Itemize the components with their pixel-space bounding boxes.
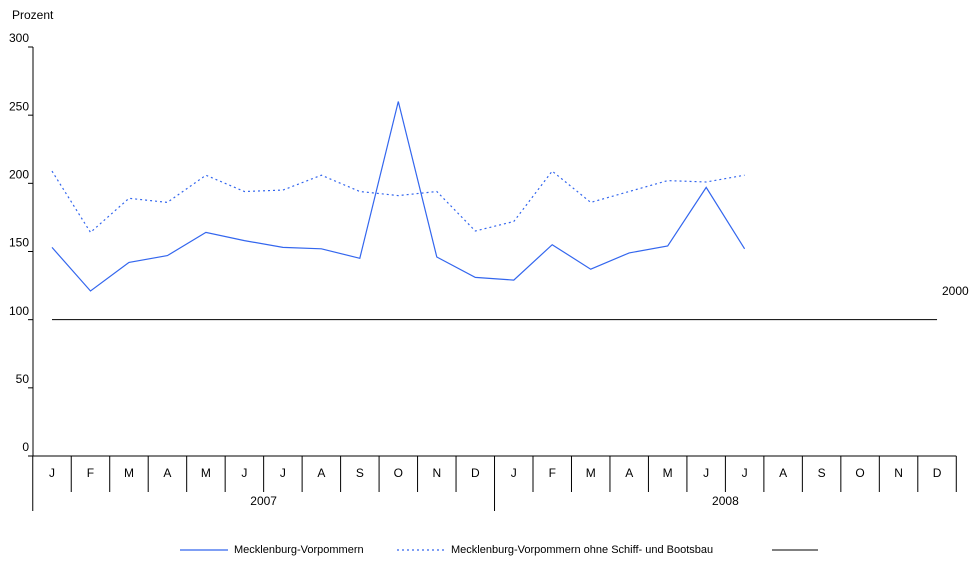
x-tick-label: J bbox=[511, 466, 517, 480]
x-tick-label: J bbox=[280, 466, 286, 480]
x-tick-label: A bbox=[779, 466, 787, 480]
x-tick-label: J bbox=[49, 466, 55, 480]
x-tick-label: F bbox=[549, 466, 556, 480]
y-tick-label: 50 bbox=[16, 372, 30, 386]
legend-label: Mecklenburg-Vorpommern ohne Schiff- und … bbox=[451, 544, 713, 556]
x-tick-label: S bbox=[818, 466, 826, 480]
series-line bbox=[51, 170, 745, 234]
y-tick-label: 200 bbox=[9, 168, 29, 182]
x-tick-label: M bbox=[201, 466, 211, 480]
y-axis-label: Prozent bbox=[12, 8, 54, 22]
year-label: 2008 bbox=[712, 494, 739, 508]
legend-label: Mecklenburg-Vorpommern bbox=[234, 544, 364, 556]
x-tick-label: A bbox=[625, 466, 633, 480]
y-tick-label: 0 bbox=[22, 440, 29, 454]
x-tick-label: J bbox=[241, 466, 247, 480]
series-line bbox=[51, 101, 746, 292]
x-tick-label: A bbox=[317, 466, 325, 480]
x-tick-label: A bbox=[163, 466, 171, 480]
x-tick-label: J bbox=[703, 466, 709, 480]
x-tick-label: O bbox=[394, 466, 403, 480]
x-tick-label: D bbox=[471, 466, 480, 480]
x-tick-label: D bbox=[933, 466, 942, 480]
reference-label: 2000 bbox=[942, 284, 969, 298]
y-tick-label: 100 bbox=[9, 304, 29, 318]
x-tick-label: S bbox=[356, 466, 364, 480]
x-tick-label: N bbox=[894, 466, 903, 480]
x-tick-label: F bbox=[87, 466, 94, 480]
x-tick-label: M bbox=[124, 466, 134, 480]
x-tick-label: M bbox=[586, 466, 596, 480]
x-tick-label: O bbox=[855, 466, 864, 480]
x-tick-label: J bbox=[742, 466, 748, 480]
y-tick-label: 300 bbox=[9, 31, 29, 45]
year-label: 2007 bbox=[250, 494, 277, 508]
y-tick-label: 250 bbox=[9, 99, 29, 113]
x-tick-label: M bbox=[663, 466, 673, 480]
x-tick-label: N bbox=[432, 466, 441, 480]
y-tick-label: 150 bbox=[9, 236, 29, 250]
